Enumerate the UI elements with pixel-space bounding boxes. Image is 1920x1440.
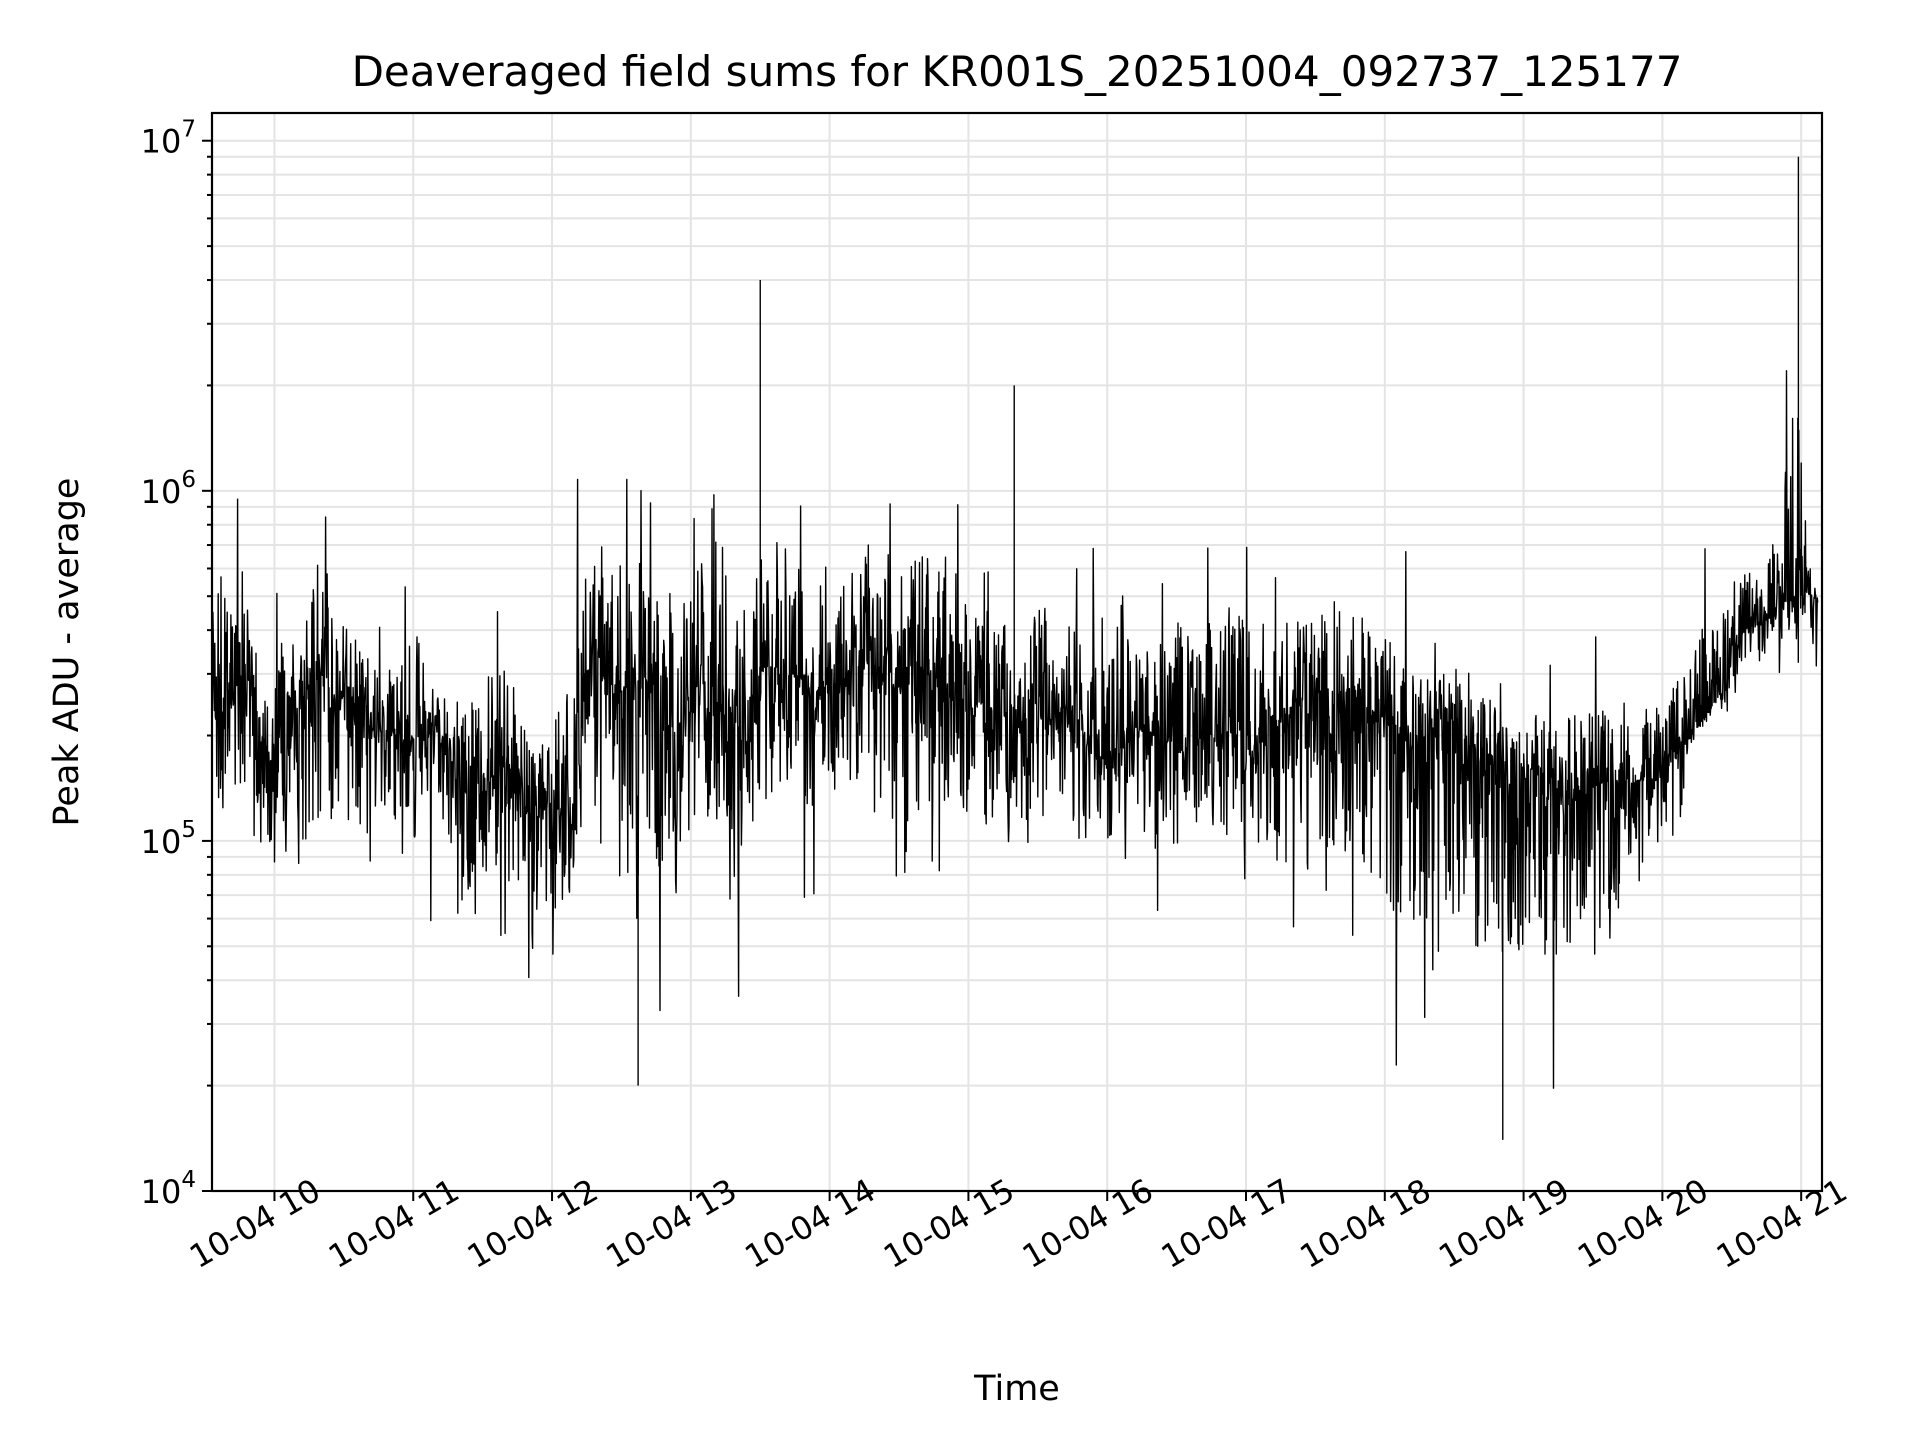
y-tick-label: 107: [141, 117, 196, 161]
y-tick-base: 10: [141, 473, 182, 511]
y-tick-base: 10: [141, 823, 182, 861]
y-tick-base: 10: [141, 123, 182, 161]
y-tick-exponent: 4: [181, 1167, 196, 1193]
plot-frame: [210, 111, 1824, 1193]
series-layer: [211, 156, 1819, 1140]
data-series-line: [211, 370, 1819, 1089]
y-tick-label: 105: [141, 817, 196, 861]
y-tick-exponent: 5: [181, 817, 196, 843]
y-tick-exponent: 6: [181, 467, 196, 493]
y-axis-title: Peak ADU - average: [47, 478, 87, 827]
y-tick-label: 104: [141, 1167, 196, 1211]
y-tick-exponent: 7: [181, 117, 196, 143]
y-tick-base: 10: [141, 1173, 182, 1211]
y-tick-label: 106: [141, 467, 196, 511]
x-axis-title: Time: [973, 1369, 1060, 1409]
chart-title: Deaveraged field sums for KR001S_2025100…: [352, 47, 1683, 96]
